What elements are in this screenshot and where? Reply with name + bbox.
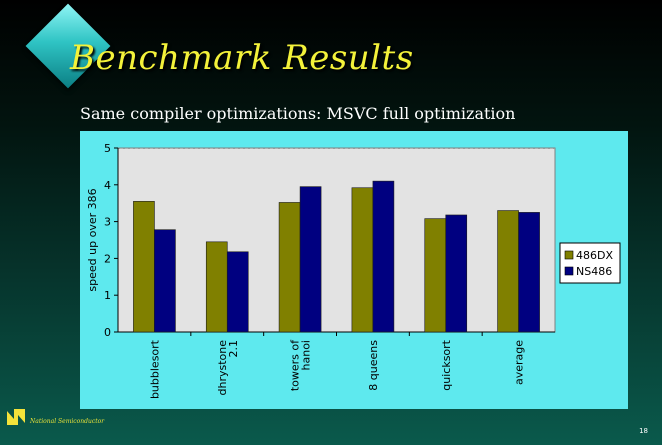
bar-ns486-2 xyxy=(299,186,322,333)
legend-swatch-ns486 xyxy=(564,266,574,276)
bar-486dx-5 xyxy=(497,210,519,333)
x-category-label: quicksort xyxy=(440,339,453,390)
chart-panel: 0 1 2 3 4 5 speed up over 386 bubblesort dhrysto… xyxy=(80,131,628,409)
national-semiconductor-logo-icon xyxy=(7,409,25,425)
bar-ns486-1 xyxy=(226,251,249,333)
slide-title: Benchmark Results xyxy=(70,38,414,78)
bar-ns486-5 xyxy=(518,212,540,333)
bar-486dx-3 xyxy=(351,187,374,333)
y-tick-label: 3 xyxy=(104,216,111,229)
x-category-label: 2.1 xyxy=(227,340,240,358)
legend-label-ns486: NS486 xyxy=(576,265,612,278)
x-category-label: hanoi xyxy=(300,340,313,370)
y-tick-label: 4 xyxy=(104,179,111,192)
page-number: 18 xyxy=(639,427,648,435)
y-tick-label: 2 xyxy=(104,252,111,265)
y-tick-label: 5 xyxy=(104,142,111,155)
x-category-label: bubblesort xyxy=(148,339,161,399)
x-category-label: dhrystone xyxy=(216,340,229,396)
bar-486dx-2 xyxy=(278,202,301,333)
footer-company-text: National Semiconductor xyxy=(30,418,105,425)
y-axis-title: speed up over 386 xyxy=(86,188,99,291)
bar-486dx-4 xyxy=(424,218,447,333)
legend-box xyxy=(559,242,621,284)
bar-486dx-1 xyxy=(205,241,228,333)
bar-ns486-4 xyxy=(445,214,468,333)
plot-area xyxy=(117,147,556,333)
bar-ns486-0 xyxy=(154,229,176,333)
y-tick-label: 0 xyxy=(104,326,111,339)
slide-subtitle: Same compiler optimizations: MSVC full o… xyxy=(80,104,516,123)
x-category-label: towers of xyxy=(289,339,302,391)
legend-swatch-486dx xyxy=(564,250,574,260)
bar-ns486-3 xyxy=(372,180,395,333)
y-tick-label: 1 xyxy=(104,289,111,302)
benchmark-bar-chart: 0 1 2 3 4 5 speed up over 386 bubblesort dhrysto… xyxy=(86,142,621,399)
x-category-label: 8 queens xyxy=(367,340,380,391)
x-category-label: average xyxy=(513,340,526,385)
legend-label-486dx: 486DX xyxy=(576,249,613,262)
bar-486dx-0 xyxy=(133,201,155,333)
